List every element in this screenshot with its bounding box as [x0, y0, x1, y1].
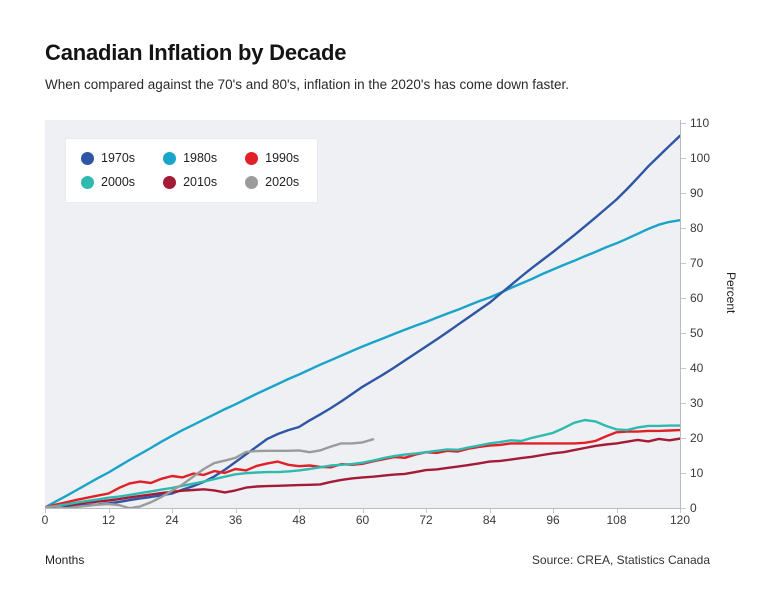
x-tick-label-120: 120 — [669, 513, 691, 527]
x-tick-label-108: 108 — [606, 513, 627, 527]
x-tick-mark-36 — [235, 509, 237, 513]
y-tick-label-80: 80 — [690, 220, 704, 235]
x-tick-mark-84 — [489, 509, 491, 513]
y-tick-mark-100 — [681, 157, 686, 159]
y-tick-label-10: 10 — [690, 465, 704, 480]
y-tick-mark-80 — [681, 227, 686, 229]
chart-legend: 1970s 1980s 1990s 2000s 2010s 2020s — [65, 138, 319, 203]
page-title: Canadian Inflation by Decade — [45, 40, 347, 65]
y-tick-label-100: 100 — [690, 150, 711, 165]
y-tick-label-20: 20 — [690, 430, 704, 445]
x-tick-label-24: 24 — [165, 513, 179, 527]
x-tick-label-96: 96 — [546, 513, 560, 527]
y-tick-mark-40 — [681, 367, 686, 369]
legend-label-2010s: 2010s — [183, 175, 218, 189]
y-tick-label-40: 40 — [690, 360, 704, 375]
legend-dot-1970s-icon — [81, 151, 94, 165]
x-tick-label-36: 36 — [228, 513, 243, 527]
y-axis-label: Percent — [724, 272, 738, 314]
line-2000s — [45, 418, 680, 508]
y-tick-mark-70 — [681, 262, 686, 264]
legend-label-2020s: 2020s — [265, 175, 300, 189]
y-tick-label-60: 60 — [690, 290, 704, 305]
legend-dot-1990s-icon — [245, 151, 259, 165]
y-tick-mark-60 — [681, 297, 686, 299]
legend-label-2000s: 2000s — [101, 175, 136, 189]
y-tick-mark-0 — [681, 507, 686, 509]
legend-item-2000s: 2000s — [81, 175, 135, 189]
x-tick-mark-120 — [680, 509, 681, 513]
line-1980s — [45, 218, 680, 508]
y-tick-mark-30 — [681, 402, 686, 404]
x-axis-label: Months — [45, 553, 85, 567]
legend-item-2010s: 2010s — [163, 175, 217, 189]
x-tick-label-84: 84 — [482, 513, 497, 527]
x-tick-label-60: 60 — [355, 513, 370, 527]
legend-dot-2020s-icon — [245, 175, 259, 189]
x-tick-mark-108 — [616, 509, 618, 513]
legend-dot-2010s-icon — [163, 175, 177, 189]
line-2010s — [45, 437, 680, 508]
legend-item-1980s: 1980s — [163, 151, 217, 165]
legend-dot-2000s-icon — [81, 175, 94, 189]
legend-dot-1980s-icon — [163, 151, 177, 165]
y-tick-label-110: 110 — [690, 115, 710, 130]
page-subtitle: When compared against the 70's and 80's,… — [45, 77, 570, 92]
x-tick-mark-0 — [45, 509, 46, 513]
y-tick-label-50: 50 — [690, 325, 704, 340]
x-tick-mark-96 — [553, 509, 554, 513]
y-tick-mark-20 — [681, 437, 686, 439]
y-tick-mark-110 — [681, 122, 686, 124]
legend-label-1990s: 1990s — [265, 151, 300, 165]
y-tick-label-90: 90 — [690, 185, 704, 200]
x-tick-label-48: 48 — [292, 513, 306, 527]
legend-item-1970s: 1970s — [81, 151, 135, 165]
source-attribution: Source: CREA, Statistics Canada — [531, 553, 710, 567]
x-tick-label-0: 0 — [41, 513, 49, 527]
x-tick-mark-24 — [172, 509, 173, 513]
y-tick-label-30: 30 — [690, 395, 704, 410]
y-tick-label-0: 0 — [690, 500, 697, 515]
x-tick-mark-48 — [299, 509, 300, 513]
y-tick-label-70: 70 — [690, 255, 704, 270]
x-tick-mark-60 — [362, 509, 364, 513]
x-tick-mark-12 — [108, 509, 110, 513]
legend-item-2020s: 2020s — [245, 175, 299, 189]
line-1970s — [45, 134, 680, 508]
x-tick-label-72: 72 — [419, 513, 433, 527]
y-tick-mark-10 — [681, 472, 686, 474]
legend-label-1980s: 1980s — [183, 151, 218, 165]
legend-label-1970s: 1970s — [101, 151, 136, 165]
y-tick-mark-90 — [681, 192, 686, 194]
line-chart — [45, 134, 680, 508]
x-tick-mark-72 — [426, 509, 427, 513]
x-tick-label-12: 12 — [101, 513, 116, 527]
y-tick-mark-50 — [681, 332, 686, 334]
legend-item-1990s: 1990s — [245, 151, 299, 165]
line-2020s — [45, 438, 375, 508]
